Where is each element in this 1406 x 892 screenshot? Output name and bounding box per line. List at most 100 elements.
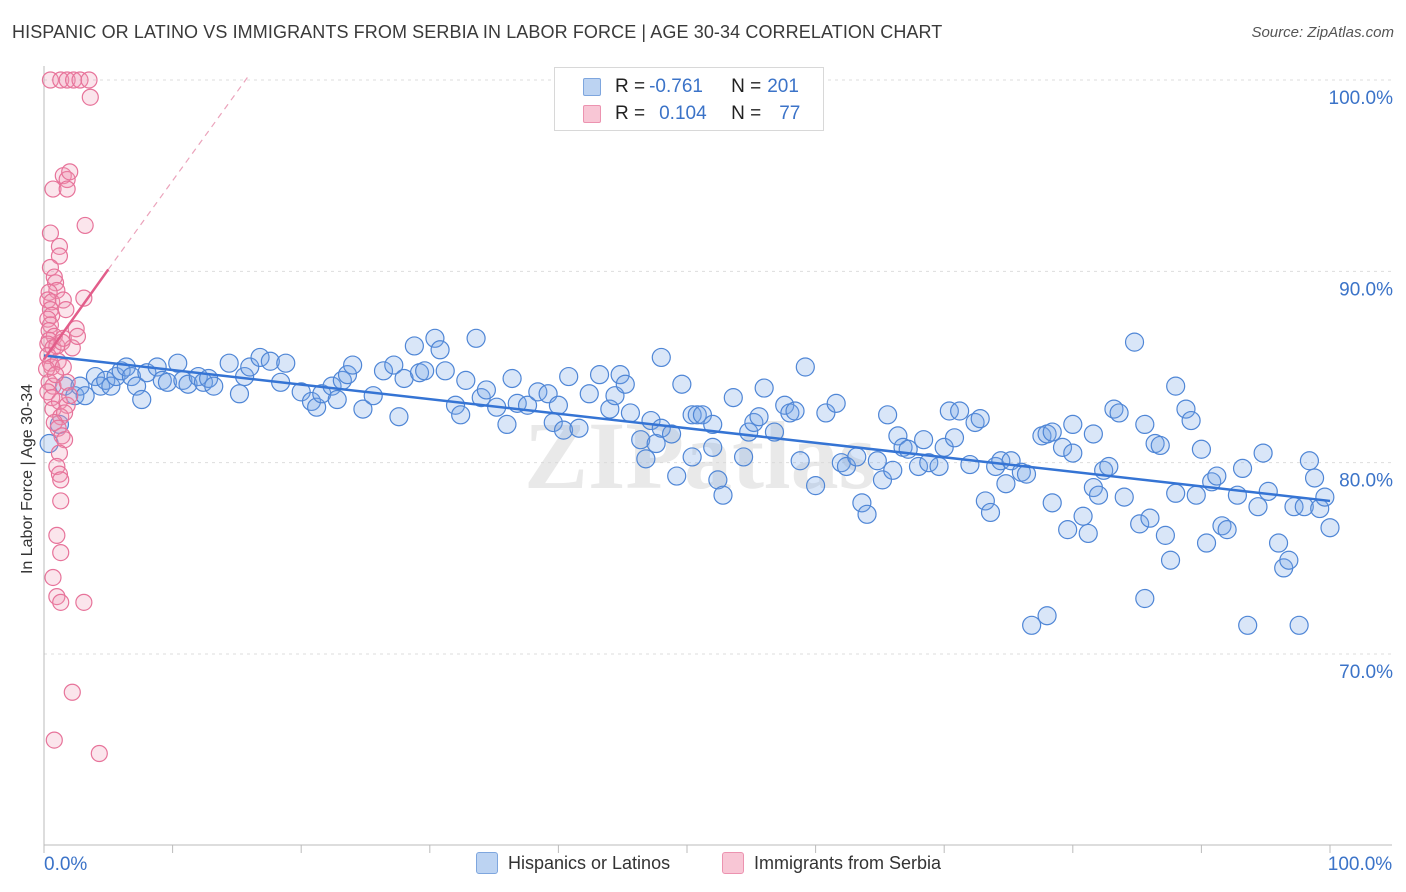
data-point-serbia — [63, 683, 81, 701]
data-point-hispanics — [805, 476, 826, 496]
data-point-serbia — [76, 216, 94, 235]
data-point-serbia — [50, 237, 69, 256]
data-point-hispanics — [1166, 483, 1186, 503]
data-point-hispanics — [85, 366, 106, 387]
legend-n-value: 77 — [779, 103, 801, 124]
data-point-hispanics — [852, 493, 872, 513]
data-point-hispanics — [857, 504, 877, 524]
data-point-serbia — [45, 731, 63, 749]
data-point-serbia — [81, 88, 99, 106]
legend-row-serbia: R = 0.104 N = 77 — [555, 102, 800, 126]
data-point-hispanics — [1258, 481, 1278, 501]
data-point-hispanics — [703, 414, 723, 434]
data-point-serbia — [44, 568, 62, 587]
data-point-hispanics — [1320, 518, 1340, 538]
data-point-hispanics — [980, 502, 1001, 523]
data-point-serbia — [45, 268, 63, 286]
data-point-serbia — [71, 71, 89, 89]
trend-line-serbia-extension — [107, 73, 251, 270]
bottom-legend-swatch-blue — [476, 852, 498, 874]
y-tick-label: 70.0% — [1339, 662, 1393, 683]
bottom-legend-swatch-pink — [722, 852, 744, 874]
legend-swatch-pink — [583, 105, 601, 123]
data-point-hispanics — [502, 368, 522, 389]
data-point-hispanics — [754, 378, 774, 398]
data-point-serbia — [52, 71, 70, 89]
data-point-hispanics — [667, 466, 687, 486]
data-point-hispanics — [1207, 466, 1227, 486]
data-point-hispanics — [1114, 487, 1134, 507]
y-tick-label: 100.0% — [1329, 88, 1394, 109]
data-point-hispanics — [975, 491, 995, 511]
data-point-hispanics — [919, 453, 939, 473]
data-point-hispanics — [1073, 506, 1093, 526]
data-point-hispanics — [795, 357, 815, 377]
data-point-serbia — [37, 360, 56, 378]
data-point-hispanics — [749, 407, 769, 427]
bottom-legend-label: Immigrants from Serbia — [754, 852, 942, 873]
data-point-hispanics — [327, 389, 347, 410]
data-point-hispanics — [389, 407, 409, 427]
data-point-serbia — [61, 163, 79, 181]
data-point-hispanics — [847, 447, 867, 467]
data-point-serbia — [58, 180, 76, 198]
legend-r-label: R = — [615, 76, 646, 97]
data-point-hispanics — [1299, 451, 1320, 471]
data-point-hispanics — [548, 395, 569, 415]
trend-lines — [42, 73, 1331, 503]
data-point-hispanics — [466, 328, 486, 348]
data-point-hispanics — [1176, 399, 1196, 419]
data-point-hispanics — [1289, 615, 1309, 635]
data-point-hispanics — [1186, 485, 1206, 505]
data-point-hispanics — [682, 405, 702, 425]
data-point-serbia — [61, 387, 79, 405]
data-point-hispanics — [373, 361, 394, 381]
axes — [43, 66, 1392, 853]
data-point-hispanics — [1037, 606, 1057, 626]
data-point-hispanics — [883, 460, 903, 480]
data-point-hispanics — [1160, 550, 1181, 570]
data-point-hispanics — [363, 386, 383, 406]
data-point-hispanics — [1124, 332, 1145, 352]
data-point-hispanics — [816, 403, 836, 423]
data-point-hispanics — [1232, 458, 1253, 479]
data-point-serbia — [90, 744, 108, 763]
data-point-hispanics — [569, 418, 589, 438]
data-point-hispanics — [692, 405, 713, 425]
data-point-hispanics — [1063, 414, 1083, 434]
data-point-hispanics — [950, 401, 970, 421]
data-point-serbia — [50, 247, 69, 265]
data-point-hispanics — [1063, 443, 1083, 463]
data-point-hispanics — [240, 357, 260, 377]
data-point-hispanics — [1212, 516, 1232, 536]
data-point-hispanics — [672, 374, 692, 394]
data-point-serbia — [41, 258, 60, 277]
data-point-hispanics — [132, 389, 152, 410]
data-point-hispanics — [703, 437, 723, 457]
data-point-hispanics — [276, 353, 296, 373]
data-point-hispanics — [168, 353, 188, 373]
data-point-hispanics — [1315, 487, 1335, 507]
data-point-hispanics — [631, 430, 651, 450]
data-point-hispanics — [1109, 403, 1129, 423]
data-point-hispanics — [914, 430, 934, 450]
data-point-hispanics — [1104, 399, 1124, 419]
data-point-hispanics — [723, 388, 743, 408]
legend-swatch-blue — [583, 78, 601, 96]
data-point-hispanics — [1083, 424, 1103, 444]
data-point-hispanics — [965, 412, 985, 433]
legend-n-label: N = — [731, 76, 762, 97]
data-point-hispanics — [106, 366, 126, 387]
data-point-serbia — [52, 543, 70, 562]
correlation-legend: R = -0.761 N = 201 R = 0.104 N = 77 — [554, 67, 824, 131]
data-point-hispanics — [456, 370, 476, 390]
data-point-hispanics — [1052, 437, 1073, 457]
data-point-serbia — [52, 492, 70, 510]
data-point-hispanics — [476, 380, 496, 400]
bottom-legend-serbia: Immigrants from Serbia — [722, 852, 941, 874]
data-point-hispanics — [610, 365, 630, 385]
data-point-hispanics — [559, 366, 579, 387]
data-point-hispanics — [615, 374, 635, 394]
data-point-hispanics — [1022, 615, 1042, 635]
